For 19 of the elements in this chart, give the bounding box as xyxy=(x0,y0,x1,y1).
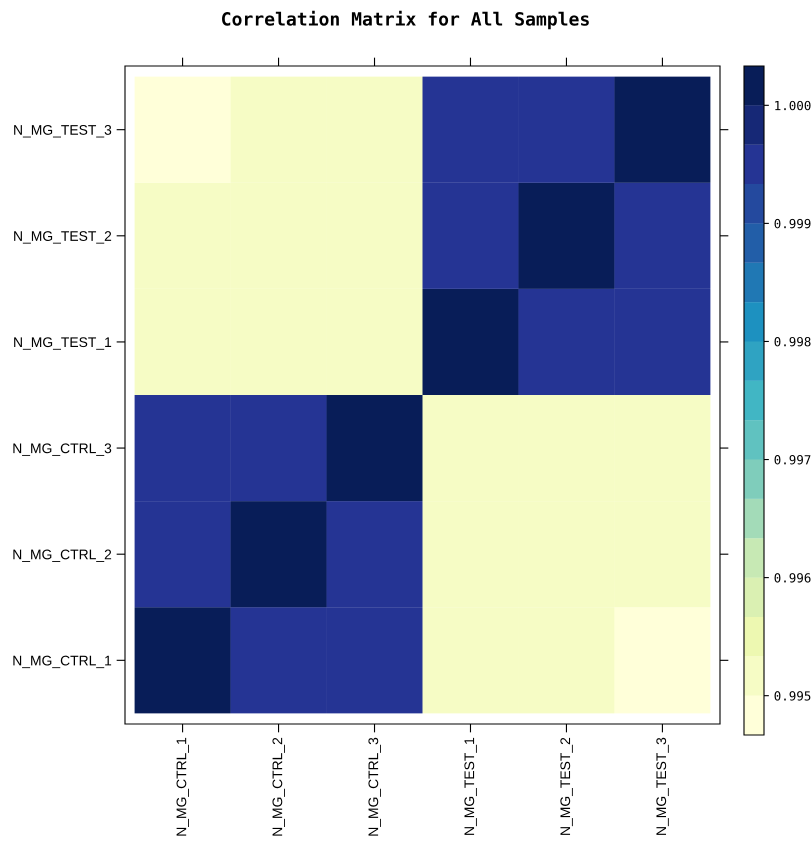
y-tick-label: N_MG_CTRL_1 xyxy=(13,656,112,668)
y-tick-label: N_MG_TEST_1 xyxy=(14,337,112,350)
x-tick-label: N_MG_TEST_1 xyxy=(464,738,477,835)
x-tick-label: N_MG_TEST_3 xyxy=(656,738,669,835)
x-tick-label: N_MG_CTRL_1 xyxy=(176,738,189,836)
x-tick-label: N_MG_CTRL_2 xyxy=(272,738,285,836)
chart-title: Correlation Matrix for All Samples xyxy=(222,10,589,30)
color-bar-label: 0.996 xyxy=(774,573,811,583)
color-bar-label: 0.995 xyxy=(774,691,810,701)
y-tick-label: N_MG_CTRL_2 xyxy=(13,550,112,562)
color-bar-label: 1.000 xyxy=(775,100,811,110)
y-tick-label: N_MG_TEST_3 xyxy=(14,125,112,138)
color-bar-label: 0.999 xyxy=(774,218,811,228)
x-tick-label: N_MG_CTRL_3 xyxy=(368,738,381,836)
color-bar-label: 0.997 xyxy=(774,455,810,464)
color-bar-label: 0.998 xyxy=(774,336,811,346)
y-tick-label: N_MG_TEST_2 xyxy=(14,231,112,244)
x-tick-label: N_MG_TEST_2 xyxy=(560,738,573,835)
y-tick-label: N_MG_CTRL_3 xyxy=(13,443,112,456)
